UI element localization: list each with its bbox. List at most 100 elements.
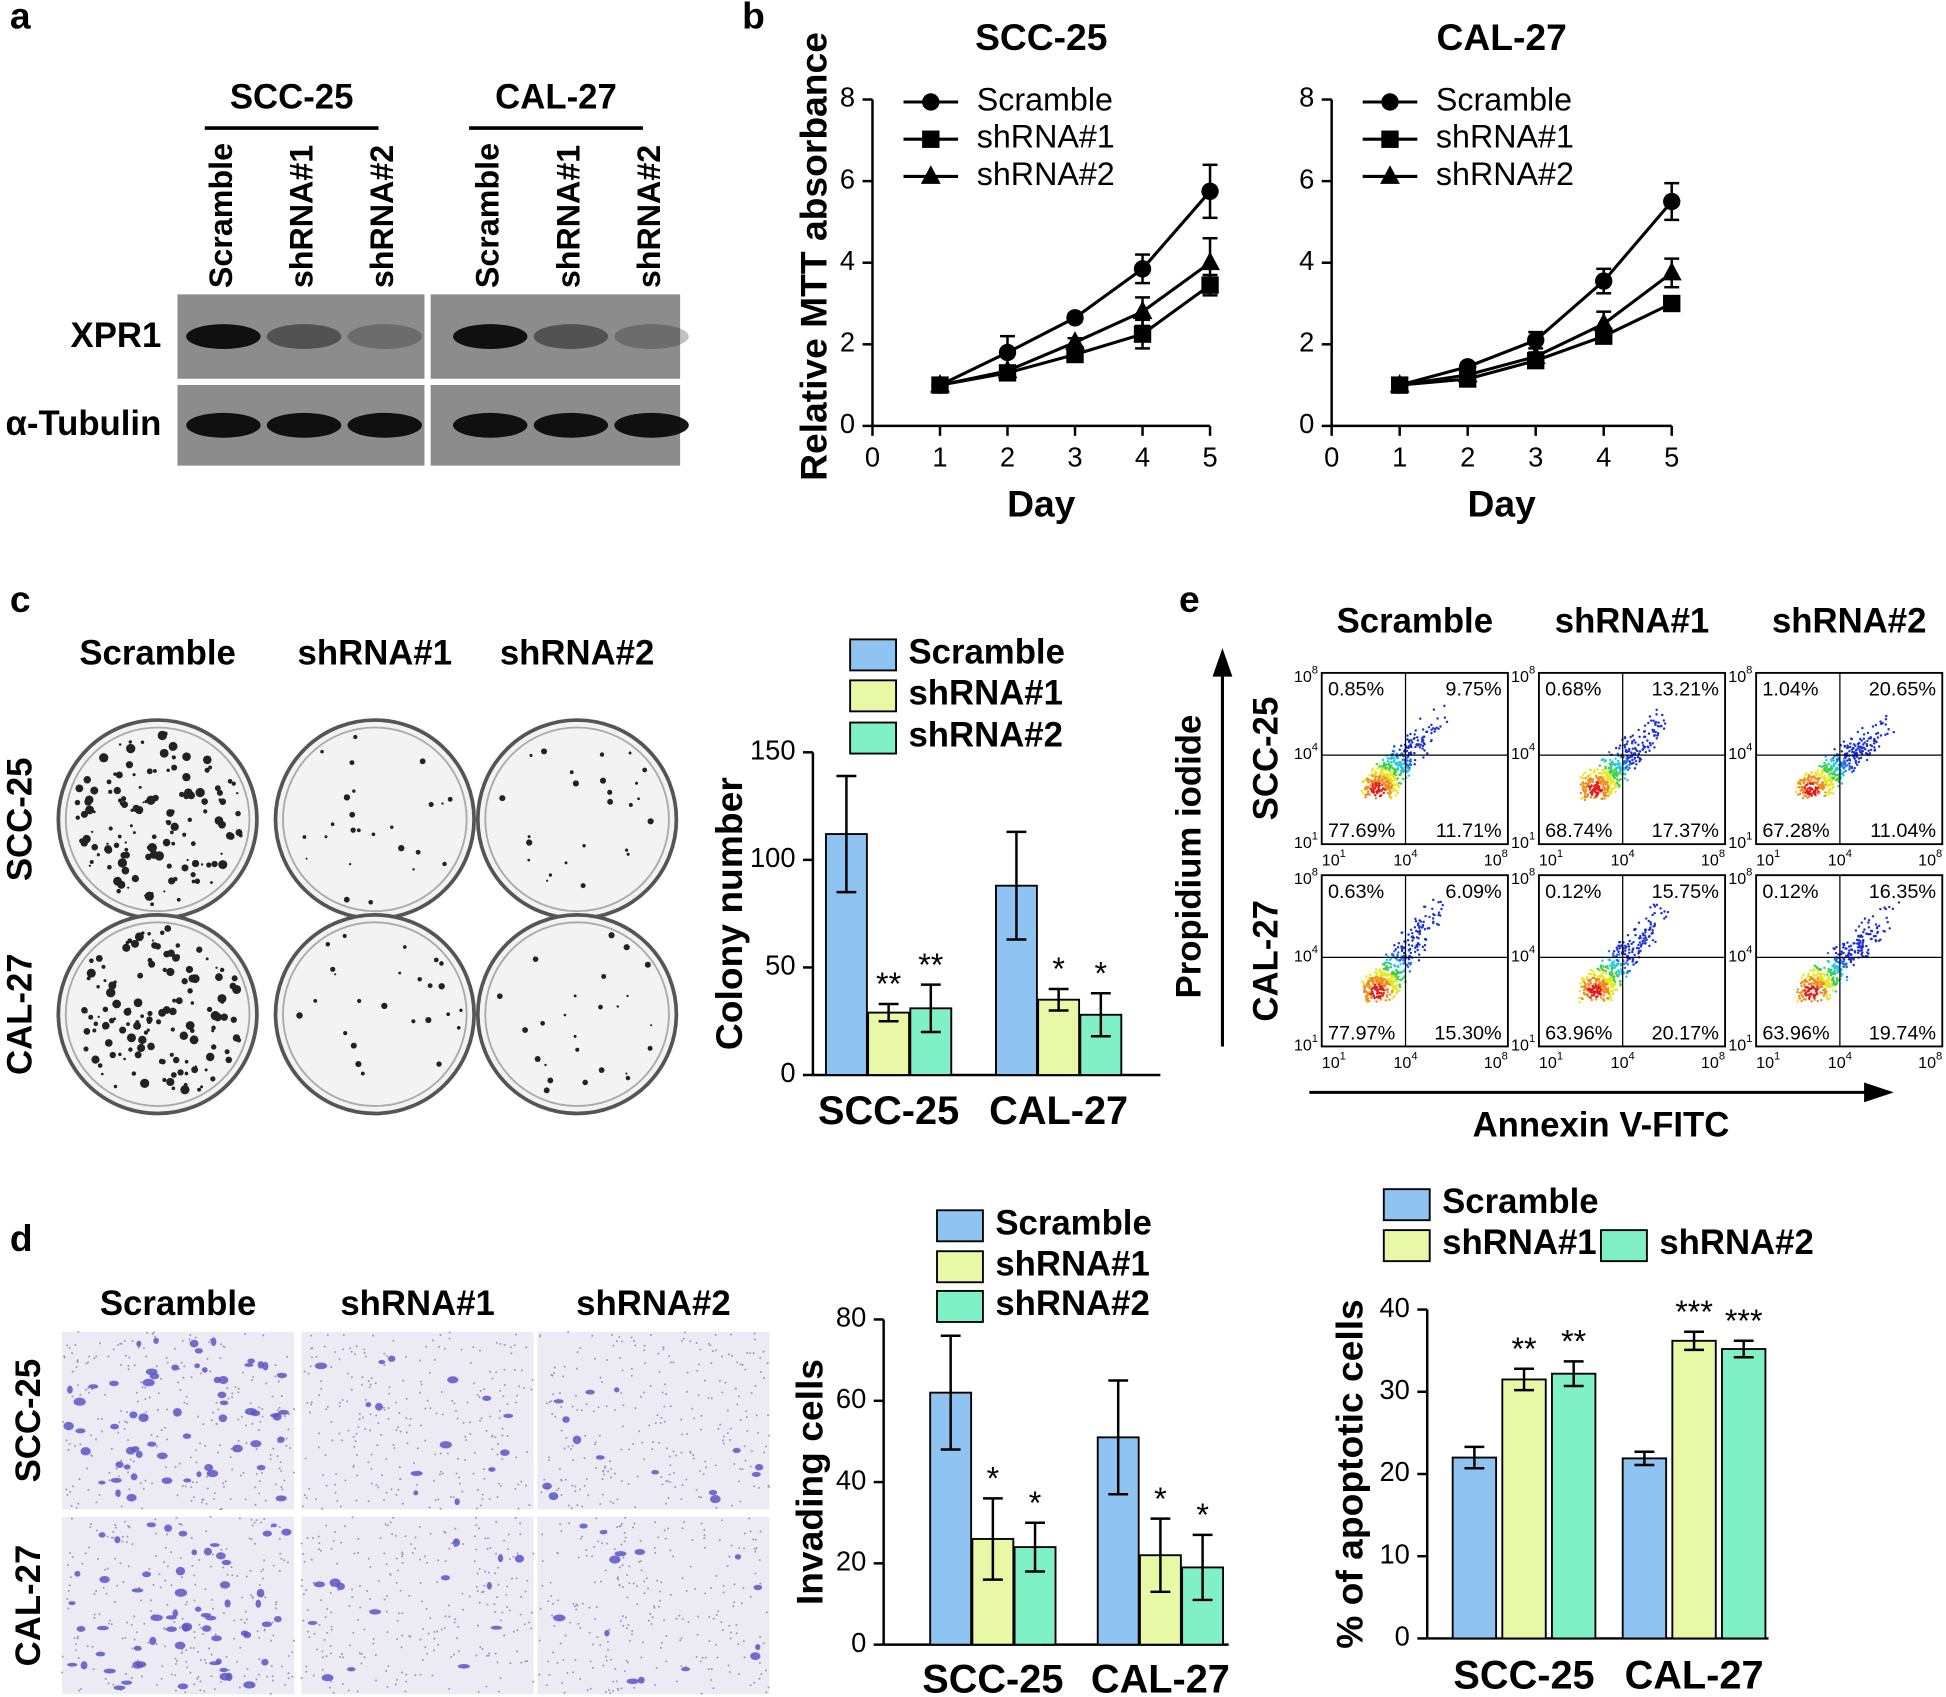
pore — [730, 1544, 733, 1547]
pore — [497, 1482, 500, 1485]
pore — [163, 1561, 166, 1564]
pore — [131, 1666, 134, 1669]
colony — [151, 834, 157, 840]
cell — [637, 1676, 645, 1684]
event — [1367, 792, 1370, 796]
colony — [113, 842, 120, 848]
pore — [280, 1557, 283, 1560]
event — [1841, 946, 1845, 949]
cell — [191, 1549, 198, 1556]
event — [1626, 756, 1630, 760]
pore — [283, 1479, 286, 1482]
colony — [190, 1001, 195, 1005]
event — [1382, 967, 1386, 971]
event — [1801, 791, 1805, 795]
pore — [66, 1493, 69, 1496]
pore — [179, 1557, 182, 1560]
event — [1603, 772, 1607, 775]
event — [1804, 791, 1807, 794]
event — [1857, 939, 1861, 942]
event — [1636, 749, 1639, 753]
event — [1602, 990, 1605, 993]
event — [1364, 787, 1367, 790]
event — [1856, 763, 1859, 767]
event — [1844, 769, 1847, 773]
pore — [577, 1622, 580, 1625]
event — [1832, 759, 1836, 762]
event — [1832, 792, 1835, 795]
event — [1406, 734, 1409, 737]
colony — [152, 769, 157, 773]
event — [1648, 944, 1651, 948]
event — [1874, 923, 1878, 926]
colony — [79, 838, 85, 844]
pore — [729, 1427, 732, 1430]
event — [1807, 974, 1810, 977]
quadrant-label: 13.21% — [1652, 679, 1719, 701]
pore — [163, 1426, 166, 1429]
event — [1432, 898, 1435, 902]
event — [1873, 746, 1876, 749]
colony — [134, 1051, 142, 1059]
pore — [318, 1542, 321, 1545]
event — [1806, 781, 1810, 784]
pore — [243, 1621, 246, 1624]
event — [1395, 992, 1398, 995]
pore — [616, 1498, 619, 1501]
pore — [117, 1475, 120, 1478]
pore — [497, 1566, 500, 1569]
event — [1608, 972, 1612, 976]
event — [1654, 940, 1657, 944]
cell — [753, 1584, 763, 1591]
tick-exp: 4 — [1846, 1050, 1852, 1062]
event — [1860, 948, 1864, 952]
pore — [278, 1570, 281, 1572]
event — [1813, 982, 1816, 985]
pore — [112, 1348, 115, 1351]
event — [1386, 780, 1390, 783]
pore — [752, 1352, 755, 1355]
pore — [759, 1636, 762, 1639]
event — [1835, 945, 1838, 949]
pore — [491, 1377, 494, 1380]
event — [1637, 921, 1641, 924]
event — [1613, 988, 1617, 992]
pore — [170, 1551, 173, 1554]
colony — [91, 843, 99, 851]
event — [1589, 982, 1592, 985]
colony — [598, 1067, 605, 1074]
quadrant-label: 63.96% — [1545, 1022, 1612, 1044]
event — [1385, 965, 1388, 968]
colony — [131, 939, 139, 948]
event — [1825, 766, 1828, 769]
pore — [292, 1639, 295, 1642]
pore — [213, 1498, 216, 1501]
marker — [997, 359, 1018, 379]
pore — [222, 1485, 225, 1488]
pore — [242, 1371, 244, 1374]
pore — [464, 1459, 467, 1462]
pore — [166, 1603, 169, 1606]
quadrant-label: 20.65% — [1869, 679, 1936, 701]
pore — [315, 1648, 318, 1651]
colony — [157, 730, 168, 741]
pore — [210, 1653, 213, 1656]
pore — [583, 1484, 586, 1487]
event — [1608, 964, 1612, 967]
pore — [156, 1435, 159, 1438]
pore — [571, 1405, 574, 1408]
event — [1583, 794, 1587, 798]
pore — [368, 1386, 371, 1389]
pore — [579, 1537, 582, 1540]
pore — [402, 1379, 405, 1382]
pore — [93, 1613, 96, 1616]
event — [1380, 789, 1383, 792]
event — [1800, 976, 1804, 980]
pore — [165, 1408, 168, 1411]
pore — [237, 1391, 240, 1394]
cell — [113, 1685, 126, 1691]
colony — [235, 810, 241, 817]
event — [1848, 762, 1851, 765]
pore — [382, 1498, 385, 1501]
pore — [258, 1406, 261, 1409]
